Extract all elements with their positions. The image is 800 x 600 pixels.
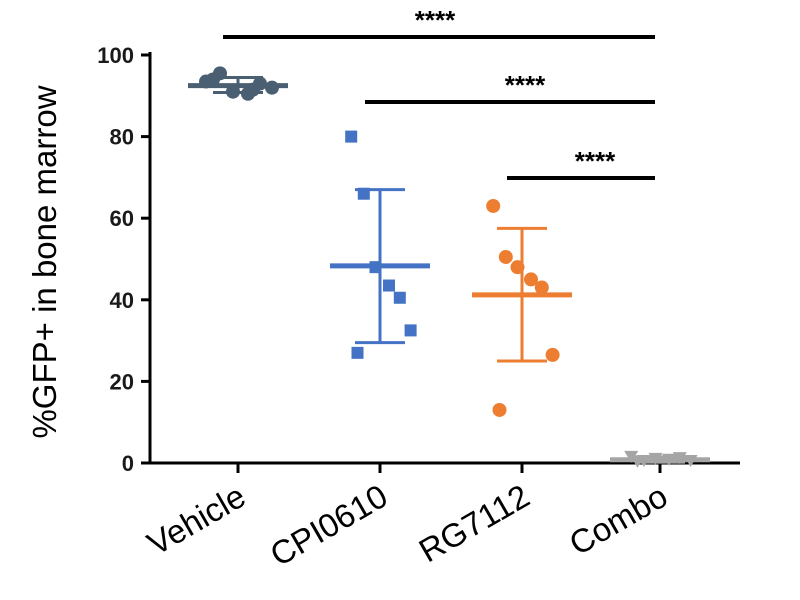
y-axis-title: %GFP+ in bone marrow — [26, 85, 63, 438]
group-vehicle — [188, 66, 288, 101]
data-point — [351, 346, 364, 359]
data-point — [206, 72, 220, 87]
data-point — [492, 402, 507, 417]
data-point — [524, 272, 538, 287]
y-tick-label: 100 — [97, 43, 134, 68]
x-tick-label: Vehicle — [141, 477, 252, 562]
x-ticks: Vehicle CPI0610 RG7112 Combo — [141, 463, 674, 573]
data-point — [534, 280, 549, 295]
data-point — [383, 279, 395, 292]
y-tick-label: 60 — [110, 206, 134, 231]
data-point — [486, 198, 501, 213]
x-tick-label: RG7112 — [413, 477, 536, 569]
significance-label: **** — [505, 70, 546, 100]
significance-label: **** — [575, 146, 616, 176]
significance-brackets: **** **** **** — [223, 5, 655, 180]
y-tick-label: 20 — [110, 369, 134, 394]
y-tick-label: 80 — [110, 125, 134, 150]
group-combo — [610, 450, 710, 468]
data-point — [226, 84, 240, 99]
data-point — [545, 347, 560, 362]
y-tick-label: 0 — [122, 451, 134, 476]
data-point — [510, 260, 525, 275]
y-tick-label: 40 — [110, 288, 134, 313]
x-tick-label: CPI0610 — [264, 477, 394, 573]
data-point — [404, 324, 417, 337]
group-cpi0610 — [330, 130, 430, 359]
data-point — [393, 291, 406, 304]
data-point — [345, 130, 358, 143]
data-point — [357, 187, 370, 200]
y-ticks: 0 20 40 60 80 100 — [97, 43, 150, 476]
data-point — [498, 249, 513, 264]
x-tick-label: Combo — [563, 477, 674, 562]
data-groups — [188, 66, 710, 468]
significance-label: **** — [415, 5, 456, 35]
group-rg7112 — [472, 198, 572, 417]
